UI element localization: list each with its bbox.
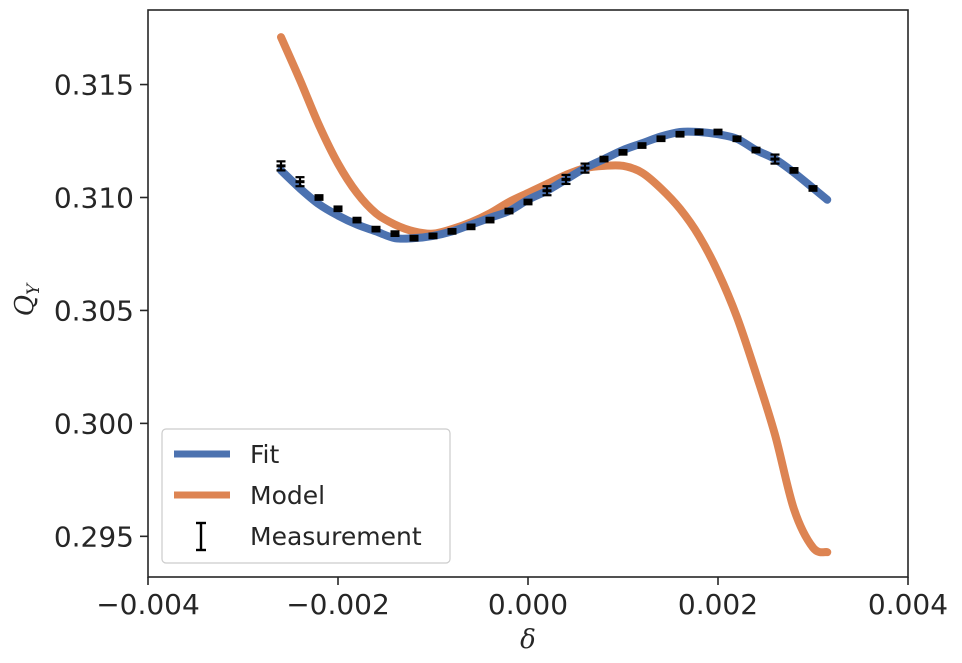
measurement-point bbox=[599, 155, 609, 163]
measurement-point bbox=[808, 185, 818, 192]
x-tick-label: 0.002 bbox=[678, 588, 758, 621]
measurement-point bbox=[390, 230, 400, 237]
y-axis-label-subscript: Y bbox=[24, 282, 44, 295]
measurement-point bbox=[466, 223, 476, 231]
measurement-point bbox=[751, 146, 761, 154]
x-tick-label: 0.004 bbox=[868, 588, 948, 621]
legend-measurement-swatch bbox=[196, 521, 206, 552]
legend-measurement-label: Measurement bbox=[250, 522, 422, 551]
y-axis-label: QY bbox=[10, 282, 44, 316]
measurement-point bbox=[561, 173, 571, 186]
legend-model-label: Model bbox=[250, 481, 325, 510]
legend-fit-label: Fit bbox=[250, 440, 280, 469]
measurement-point bbox=[447, 228, 457, 235]
x-tick-label: −0.002 bbox=[286, 588, 390, 621]
measurement-point bbox=[504, 207, 514, 215]
measurement-point bbox=[314, 194, 324, 201]
y-tick-label: 0.315 bbox=[54, 69, 134, 102]
measurement-point bbox=[295, 176, 305, 188]
measurement-point bbox=[789, 167, 799, 174]
y-tick-label: 0.310 bbox=[54, 181, 134, 214]
series-line-model bbox=[277, 33, 832, 557]
measurement-point bbox=[409, 234, 419, 242]
x-tick-label: 0.000 bbox=[488, 588, 568, 621]
measurement-point bbox=[485, 216, 495, 224]
y-tick-label: 0.305 bbox=[54, 294, 134, 327]
legend-box bbox=[161, 428, 451, 564]
measurement-point bbox=[694, 128, 704, 136]
y-axis-label-main: Q bbox=[10, 295, 40, 316]
measurement-point bbox=[542, 185, 552, 197]
measurement-point bbox=[675, 130, 685, 138]
legend: Fit Model Measurement bbox=[161, 428, 451, 564]
measurement-point bbox=[618, 148, 628, 156]
measurement-point bbox=[333, 205, 343, 213]
measurement-point bbox=[371, 225, 381, 233]
measurement-point bbox=[732, 135, 742, 143]
measurement-point bbox=[352, 216, 362, 224]
measurement-point bbox=[637, 142, 647, 149]
ticks-layer: −0.004 −0.002 0.000 0.002 0.004 0.295 0.300 0.3… bbox=[54, 69, 948, 621]
measurement-point bbox=[428, 232, 438, 240]
measurement-point bbox=[523, 198, 533, 206]
measurement-point bbox=[656, 135, 666, 143]
y-tick-label: 0.295 bbox=[54, 520, 134, 553]
x-axis-label: δ bbox=[520, 625, 536, 655]
measurement-point bbox=[276, 160, 286, 172]
measurement-point bbox=[580, 162, 590, 174]
measurement-point bbox=[770, 153, 780, 165]
y-tick-label: 0.300 bbox=[54, 407, 134, 440]
measurement-point bbox=[713, 128, 723, 136]
x-tick-label: −0.004 bbox=[96, 588, 200, 621]
series-layer bbox=[276, 33, 832, 557]
